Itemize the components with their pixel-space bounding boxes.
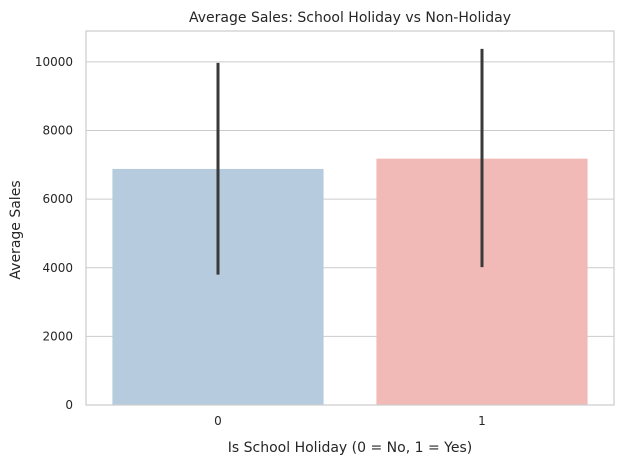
y-tick-label-5: 10000 xyxy=(35,55,73,69)
plot-frame xyxy=(85,30,615,406)
x-axis-label: Is School Holiday (0 = No, 1 = Yes) xyxy=(228,440,472,456)
y-tick-label-2: 4000 xyxy=(42,261,73,275)
y-tick-label-3: 6000 xyxy=(42,192,73,206)
y-tick-label-4: 8000 xyxy=(42,124,73,138)
x-tick-label-1: 1 xyxy=(478,414,486,428)
error-bars xyxy=(216,48,484,275)
x-tick-label-0: 0 xyxy=(214,414,222,428)
bars xyxy=(112,158,588,405)
y-axis-label: Average Sales xyxy=(8,180,24,279)
y-tick-labels: 0 2000 4000 6000 8000 10000 xyxy=(35,55,73,412)
y-tick-label-1: 2000 xyxy=(42,329,73,343)
chart-title: Average Sales: School Holiday vs Non-Hol… xyxy=(189,10,511,26)
y-tick-label-0: 0 xyxy=(65,398,73,412)
